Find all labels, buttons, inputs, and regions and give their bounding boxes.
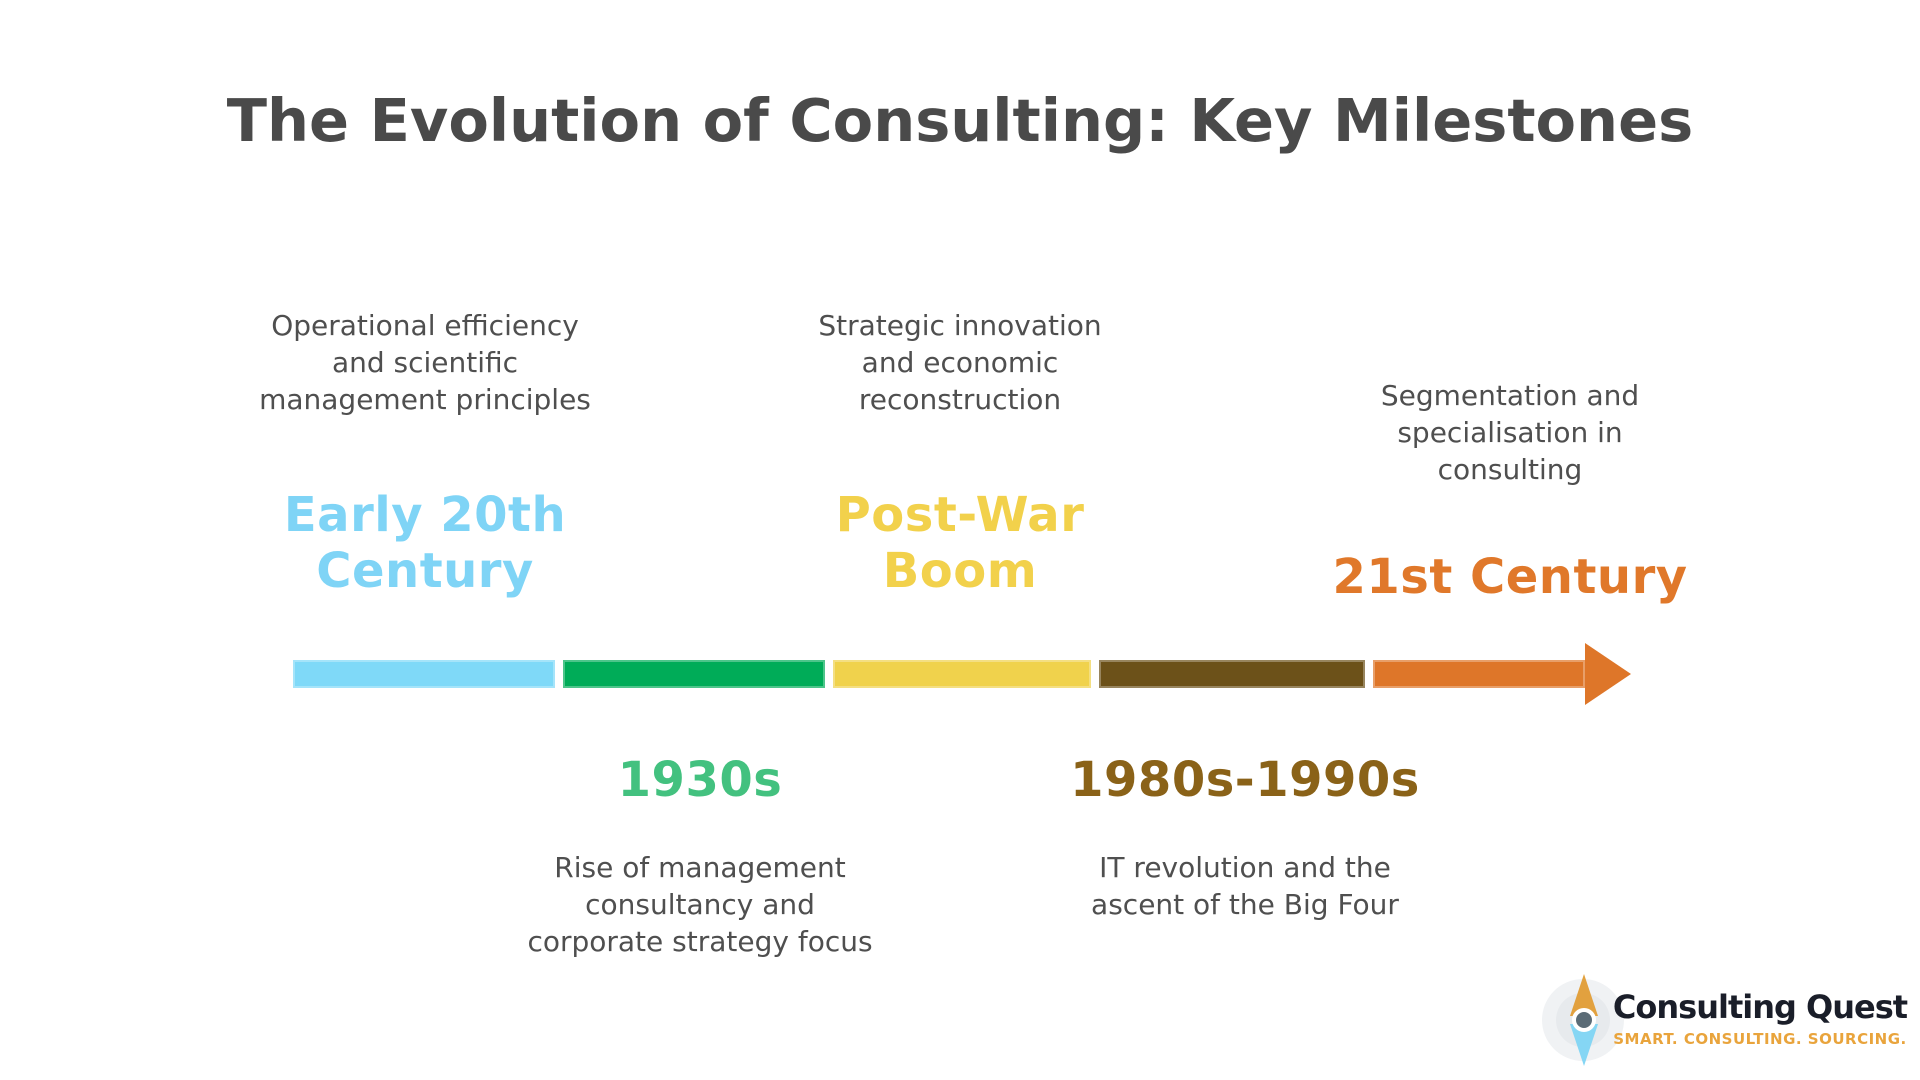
description-line: reconstruction	[858, 382, 1062, 416]
timeline-segment-21st-century	[1373, 660, 1585, 688]
description-line: Strategic innovation	[818, 309, 1102, 342]
era-line: Early 20th	[283, 487, 567, 543]
milestone-description-1930s: Rise of management consultancy and corpo…	[475, 850, 925, 961]
era-label-21st-century: 21st Century	[1285, 549, 1735, 605]
milestone-description-1980s-1990s: IT revolution and the ascent of the Big …	[1020, 850, 1470, 924]
description-line: Operational efficiency	[271, 309, 579, 342]
era-line: 1930s	[617, 752, 783, 808]
era-label-1980s-1990s: 1980s-1990s	[1020, 752, 1470, 808]
compass-icon	[1528, 968, 1644, 1072]
era-line: 21st Century	[1332, 549, 1688, 605]
description-line: and scientific	[331, 345, 519, 379]
milestone-description-21st-century: Segmentation and specialisation in consu…	[1285, 378, 1735, 489]
description-line: Rise of management	[554, 851, 846, 884]
timeline-segment-1930s	[563, 660, 825, 688]
logo-tagline: SMART. CONSULTING. SOURCING.	[1613, 1030, 1907, 1048]
era-label-post-war-boom: Post-War Boom	[735, 487, 1185, 599]
description-line: and economic	[861, 345, 1059, 379]
milestone-description-post-war-boom: Strategic innovation and economic recons…	[735, 308, 1185, 419]
description-line: specialisation in	[1397, 415, 1623, 449]
era-label-early-20th-century: Early 20th Century	[200, 487, 650, 599]
era-label-1930s: 1930s	[475, 752, 925, 808]
timeline-segment-post-war-boom	[833, 660, 1091, 688]
description-line: consultancy and	[585, 887, 815, 921]
compass-hub	[1572, 1008, 1596, 1032]
description-line: ascent of the Big Four	[1091, 887, 1399, 921]
era-line: Post-War	[835, 487, 1085, 543]
description-line: management principles	[259, 382, 591, 416]
timeline-arrow-icon	[1585, 643, 1631, 705]
era-line: Century	[316, 543, 534, 600]
description-line: IT revolution and the	[1099, 851, 1391, 884]
description-line: Segmentation and	[1380, 379, 1640, 412]
timeline-segment-early-20th-century	[293, 660, 555, 688]
timeline-segment-1980s-1990s	[1099, 660, 1365, 688]
logo-name: Consulting Quest	[1612, 988, 1908, 1026]
era-line: 1980s-1990s	[1070, 752, 1420, 808]
description-line: consulting	[1437, 452, 1583, 486]
page-title: The Evolution of Consulting: Key Milesto…	[226, 86, 1694, 155]
milestone-description-early-20th-century: Operational efficiency and scientific ma…	[200, 308, 650, 419]
description-line: corporate strategy focus	[527, 924, 873, 958]
era-line: Boom	[882, 543, 1038, 600]
